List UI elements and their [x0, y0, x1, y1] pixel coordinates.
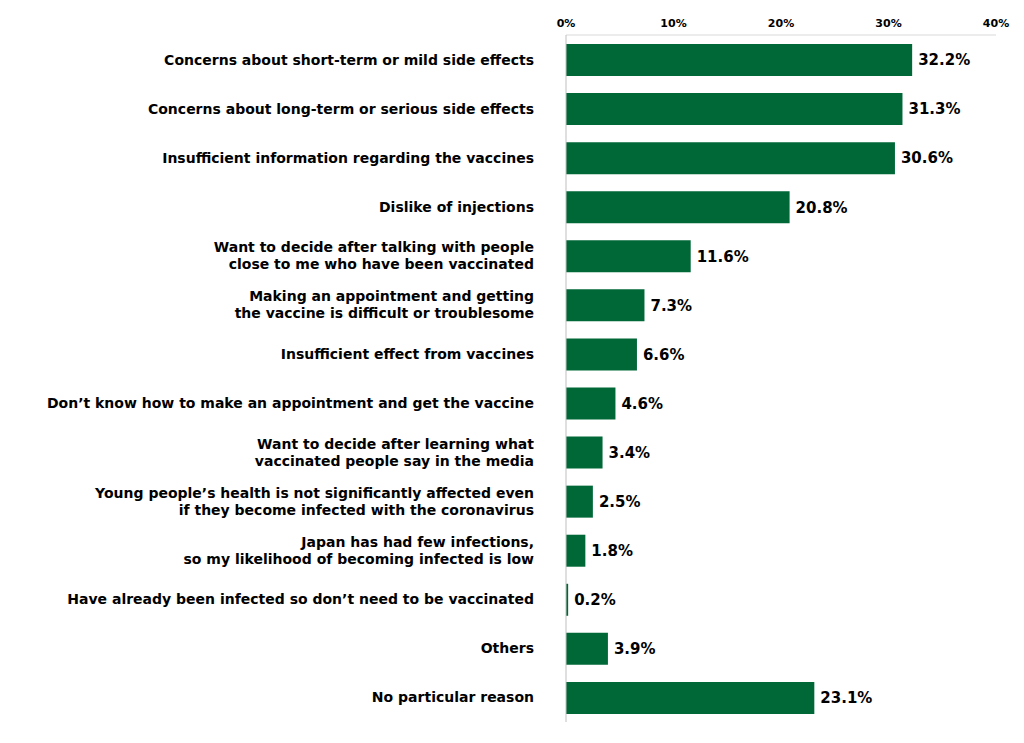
- svg-text:Insufficient effect from vacci: Insufficient effect from vaccines: [281, 346, 534, 362]
- svg-text:20.8%: 20.8%: [796, 199, 848, 217]
- svg-text:3.9%: 3.9%: [614, 640, 656, 658]
- svg-text:2.5%: 2.5%: [599, 493, 641, 511]
- svg-text:30%: 30%: [875, 17, 901, 30]
- svg-text:1.8%: 1.8%: [591, 542, 633, 560]
- svg-text:Want to decide after talking w: Want to decide after talking with people…: [214, 239, 534, 272]
- svg-text:Insufficient information regar: Insufficient information regarding the v…: [162, 150, 534, 166]
- svg-text:11.6%: 11.6%: [697, 248, 749, 266]
- svg-text:Concerns about short-term or m: Concerns about short-term or mild side e…: [164, 52, 534, 68]
- svg-text:Making an appointment and gett: Making an appointment and gettingthe vac…: [235, 288, 534, 321]
- svg-text:No particular reason: No particular reason: [372, 689, 534, 705]
- svg-text:Dislike of injections: Dislike of injections: [379, 199, 534, 215]
- svg-text:23.1%: 23.1%: [820, 689, 872, 707]
- svg-text:Young people’s health is not s: Young people’s health is not significant…: [94, 485, 534, 518]
- svg-text:0%: 0%: [557, 17, 576, 30]
- svg-text:30.6%: 30.6%: [901, 149, 953, 167]
- svg-text:0.2%: 0.2%: [574, 591, 616, 609]
- svg-text:Concerns about long-term or se: Concerns about long-term or serious side…: [148, 101, 534, 117]
- svg-text:Japan has had few infections,s: Japan has had few infections,so my likel…: [184, 534, 535, 567]
- svg-text:Have already been infected so: Have already been infected so don’t need…: [67, 591, 534, 607]
- svg-text:32.2%: 32.2%: [918, 51, 970, 69]
- svg-text:31.3%: 31.3%: [908, 100, 960, 118]
- svg-text:Others: Others: [481, 640, 534, 656]
- svg-text:10%: 10%: [660, 17, 686, 30]
- svg-text:20%: 20%: [768, 17, 794, 30]
- svg-text:40%: 40%: [983, 17, 1009, 30]
- svg-text:Want to decide after learning: Want to decide after learning whatvaccin…: [255, 436, 534, 469]
- svg-text:6.6%: 6.6%: [643, 346, 685, 364]
- svg-text:4.6%: 4.6%: [621, 395, 663, 413]
- svg-text:7.3%: 7.3%: [650, 297, 692, 315]
- svg-text:3.4%: 3.4%: [609, 444, 651, 462]
- svg-text:Don’t know how to make an appo: Don’t know how to make an appointment an…: [47, 395, 534, 411]
